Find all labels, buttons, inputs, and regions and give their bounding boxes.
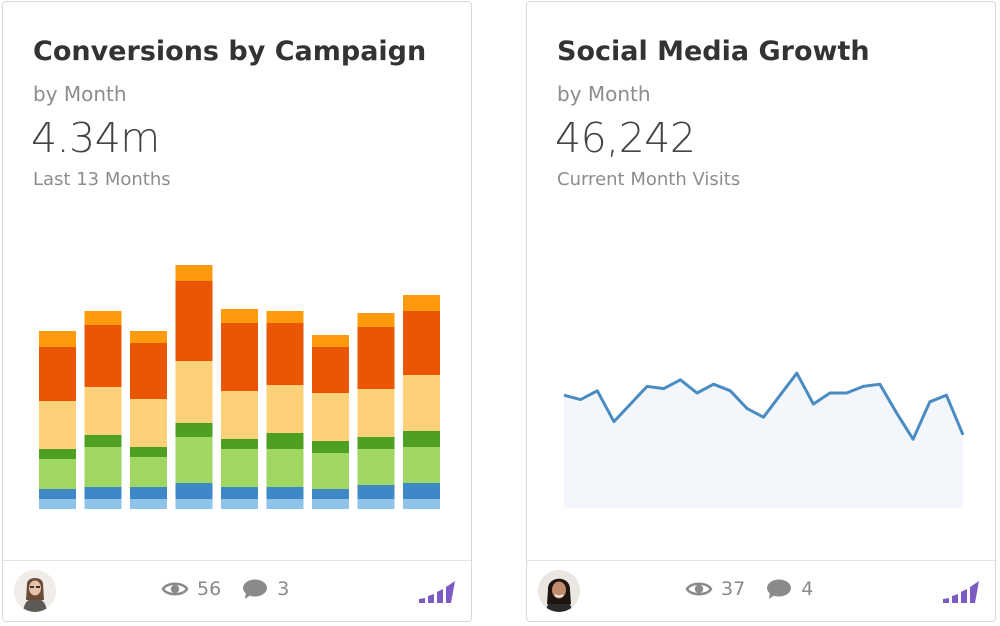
bar-logo-icon bbox=[419, 581, 455, 603]
card-metric-label: Last 13 Months bbox=[33, 169, 171, 190]
bar-segment[interactable] bbox=[266, 499, 304, 509]
card-title: Conversions by Campaign bbox=[33, 36, 427, 67]
card-title: Social Media Growth bbox=[557, 36, 870, 67]
avatar[interactable] bbox=[14, 570, 56, 612]
dashboard-card[interactable]: Conversions by Campaign by Month 4.34m L… bbox=[2, 1, 472, 622]
card-metric: 46,242 bbox=[555, 114, 696, 162]
bar-logo-icon bbox=[943, 581, 979, 603]
card-subtitle: by Month bbox=[557, 82, 651, 106]
speech-bubble-icon[interactable] bbox=[241, 578, 269, 600]
bar-segment[interactable] bbox=[175, 423, 213, 437]
bar-segment[interactable] bbox=[357, 499, 395, 509]
bar-segment[interactable] bbox=[39, 401, 76, 449]
eye-icon[interactable] bbox=[161, 578, 189, 600]
bar-segment[interactable] bbox=[130, 447, 167, 457]
bar-segment[interactable] bbox=[175, 361, 213, 423]
area-fill bbox=[564, 373, 963, 508]
card-footer: 37 4 bbox=[527, 560, 995, 621]
bar-segment[interactable] bbox=[175, 499, 213, 509]
bar-segment[interactable] bbox=[175, 281, 213, 361]
bar-segment[interactable] bbox=[39, 331, 76, 347]
card-metric: 4.34m bbox=[31, 114, 160, 162]
bar-segment[interactable] bbox=[130, 487, 167, 499]
bar-segment[interactable] bbox=[266, 311, 304, 323]
bar-segment[interactable] bbox=[403, 295, 440, 311]
bar-segment[interactable] bbox=[403, 483, 440, 499]
dashboard-card[interactable]: Social Media Growth by Month 46,242 Curr… bbox=[526, 1, 996, 622]
avatar[interactable] bbox=[538, 570, 580, 612]
bar-segment[interactable] bbox=[84, 487, 122, 499]
bar-segment[interactable] bbox=[84, 435, 122, 447]
bar-segment[interactable] bbox=[130, 331, 167, 343]
bar-segment[interactable] bbox=[84, 387, 122, 435]
bar-segment[interactable] bbox=[357, 449, 395, 485]
bar-segment[interactable] bbox=[266, 323, 304, 385]
card-metric-label: Current Month Visits bbox=[557, 169, 741, 190]
bar-segment[interactable] bbox=[39, 449, 76, 459]
bar-segment[interactable] bbox=[357, 485, 395, 499]
bar-segment[interactable] bbox=[221, 499, 258, 509]
bar-segment[interactable] bbox=[175, 437, 213, 483]
bar-segment[interactable] bbox=[39, 489, 76, 499]
bar-segment[interactable] bbox=[312, 499, 349, 509]
bar-segment[interactable] bbox=[357, 313, 395, 327]
bar-segment[interactable] bbox=[175, 483, 213, 499]
bar-segment[interactable] bbox=[312, 347, 349, 393]
bar-segment[interactable] bbox=[403, 311, 440, 375]
eye-icon[interactable] bbox=[685, 578, 713, 600]
bar-segment[interactable] bbox=[175, 265, 213, 281]
comments-count: 4 bbox=[801, 578, 814, 600]
bar-segment[interactable] bbox=[39, 499, 76, 509]
bar-segment[interactable] bbox=[312, 489, 349, 499]
card-subtitle: by Month bbox=[33, 82, 127, 106]
bar-segment[interactable] bbox=[266, 487, 304, 499]
series-line[interactable] bbox=[563, 371, 965, 441]
bar-segment[interactable] bbox=[312, 335, 349, 347]
bar-segment[interactable] bbox=[221, 449, 258, 487]
speech-bubble-icon[interactable] bbox=[765, 578, 793, 600]
card-stats: 37 4 bbox=[685, 578, 833, 600]
bar-segment[interactable] bbox=[221, 439, 258, 449]
card-footer: 56 3 bbox=[3, 560, 471, 621]
bar-segment[interactable] bbox=[312, 453, 349, 489]
bar-segment[interactable] bbox=[84, 499, 122, 509]
bar-segment[interactable] bbox=[357, 389, 395, 437]
stacked-bar-chart bbox=[39, 265, 440, 509]
bar-segment[interactable] bbox=[221, 391, 258, 439]
bar-segment[interactable] bbox=[221, 309, 258, 323]
bar-segment[interactable] bbox=[357, 327, 395, 389]
bar-segment[interactable] bbox=[357, 437, 395, 449]
bar-segment[interactable] bbox=[266, 449, 304, 487]
card-stats: 56 3 bbox=[161, 578, 309, 600]
bar-segment[interactable] bbox=[403, 375, 440, 431]
bar-segment[interactable] bbox=[403, 499, 440, 509]
bar-segment[interactable] bbox=[39, 347, 76, 401]
bar-segment[interactable] bbox=[130, 499, 167, 509]
bar-segment[interactable] bbox=[221, 487, 258, 499]
area-line-chart bbox=[563, 371, 965, 508]
bar-segment[interactable] bbox=[130, 457, 167, 487]
bar-segment[interactable] bbox=[130, 399, 167, 447]
bar-segment[interactable] bbox=[84, 447, 122, 487]
bar-segment[interactable] bbox=[312, 441, 349, 453]
bar-segment[interactable] bbox=[403, 447, 440, 483]
views-count: 56 bbox=[197, 578, 222, 600]
bar-segment[interactable] bbox=[312, 393, 349, 441]
views-count: 37 bbox=[721, 578, 746, 600]
bar-segment[interactable] bbox=[266, 385, 304, 433]
bar-segment[interactable] bbox=[39, 459, 76, 489]
comments-count: 3 bbox=[277, 578, 290, 600]
bar-segment[interactable] bbox=[84, 311, 122, 325]
bar-segment[interactable] bbox=[84, 325, 122, 387]
bar-segment[interactable] bbox=[221, 323, 258, 391]
bar-segment[interactable] bbox=[403, 431, 440, 447]
bar-segment[interactable] bbox=[130, 343, 167, 399]
bar-segment[interactable] bbox=[266, 433, 304, 449]
